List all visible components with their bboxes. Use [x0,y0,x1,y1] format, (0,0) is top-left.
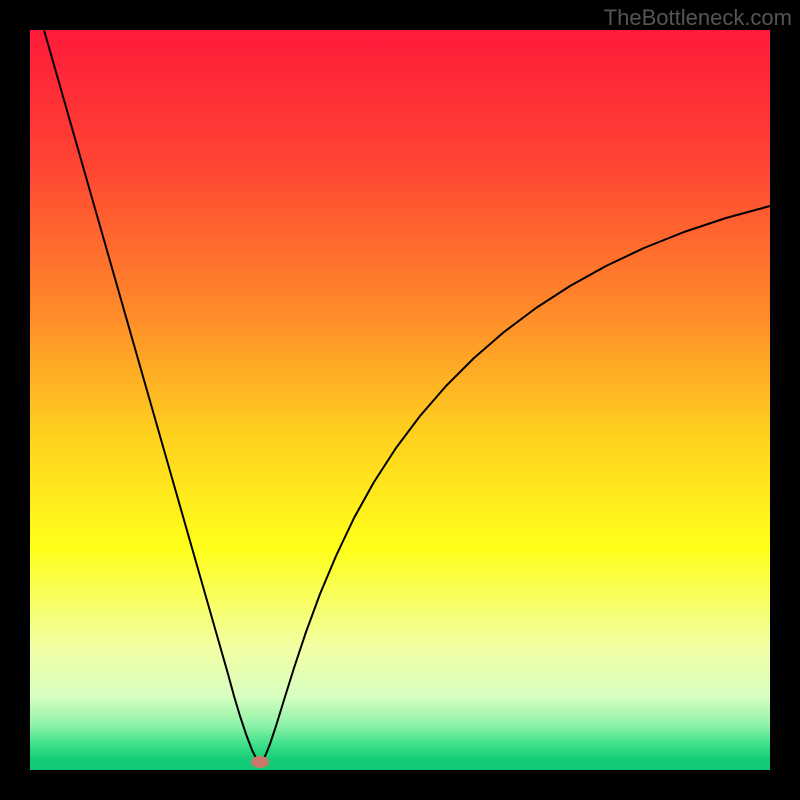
optimum-marker [251,756,269,768]
watermark-text: TheBottleneck.com [604,5,792,31]
chart-background [30,30,770,770]
bottleneck-chart [0,0,800,800]
